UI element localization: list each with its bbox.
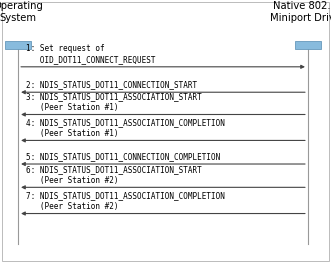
Text: 2: NDIS_STATUS_DOT11_CONNECTION_START: 2: NDIS_STATUS_DOT11_CONNECTION_START	[26, 81, 198, 90]
Text: Operating
System: Operating System	[0, 1, 43, 23]
Text: 5: NDIS_STATUS_DOT11_CONNECTION_COMPLETION: 5: NDIS_STATUS_DOT11_CONNECTION_COMPLETI…	[26, 152, 221, 161]
Text: 3: NDIS_STATUS_DOT11_ASSOCIATION_START
   (Peer Station #1): 3: NDIS_STATUS_DOT11_ASSOCIATION_START (…	[26, 92, 202, 112]
Text: 1: Set request of
   OID_DOT11_CONNECT_REQUEST: 1: Set request of OID_DOT11_CONNECT_REQU…	[26, 45, 156, 64]
Text: 6: NDIS_STATUS_DOT11_ASSOCIATION_START
   (Peer Station #2): 6: NDIS_STATUS_DOT11_ASSOCIATION_START (…	[26, 165, 202, 185]
Bar	[5, 41, 31, 49]
Bar	[295, 41, 321, 49]
Text: 7: NDIS_STATUS_DOT11_ASSOCIATION_COMPLETION
   (Peer Station #2): 7: NDIS_STATUS_DOT11_ASSOCIATION_COMPLET…	[26, 191, 225, 211]
Text: 4: NDIS_STATUS_DOT11_ASSOCIATION_COMPLETION
   (Peer Station #1): 4: NDIS_STATUS_DOT11_ASSOCIATION_COMPLET…	[26, 118, 225, 138]
Text: Native 802.11
Miniport Driver: Native 802.11 Miniport Driver	[270, 1, 331, 23]
